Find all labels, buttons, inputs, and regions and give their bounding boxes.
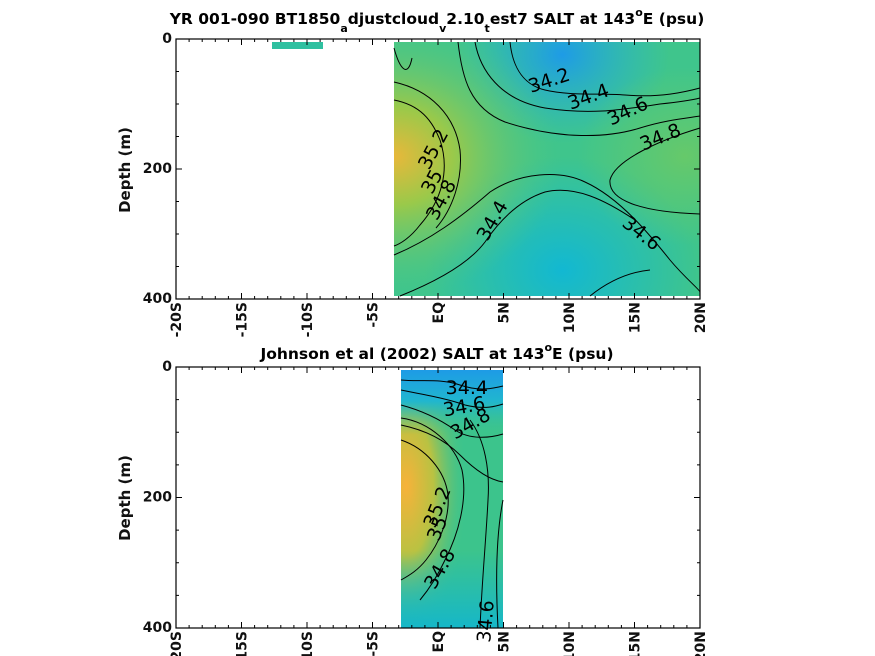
contour-line [393, 47, 413, 70]
x-tick-label: -15S [235, 631, 251, 656]
x-tick-label: 5N [497, 302, 513, 323]
contour-line [400, 424, 504, 483]
x-tick-label: EQ [431, 302, 447, 324]
contours-model [393, 41, 701, 297]
x-tick-label: 15N [628, 302, 644, 333]
x-tick-label: -20S [169, 631, 185, 656]
y-tick-label: 0 [162, 31, 172, 47]
contour-label: 34.4 [446, 377, 488, 399]
contour-line [509, 41, 701, 97]
contour-line [400, 379, 504, 390]
ylabel-observations: Depth (m) [116, 455, 134, 541]
x-tick-label: 5N [497, 631, 513, 652]
y-ticks-model: 0 200 400 [143, 31, 700, 307]
title-observations: Johnson et al (2002) SALT at 143oE (psu) [259, 341, 613, 363]
x-tick-label: -5S [366, 302, 382, 328]
field-deep-fresh [401, 370, 503, 628]
contour-line [393, 99, 445, 247]
title-model: YR 001-090 BT1850adjustcloudv2.10test7 S… [169, 6, 705, 35]
x-tick-label: -5S [366, 631, 382, 656]
x-tick-label: 10N [562, 302, 578, 333]
panel-observations: Johnson et al (2002) SALT at 143oE (psu)… [116, 341, 709, 656]
x-tick-label: -10S [300, 302, 316, 337]
panel-model: YR 001-090 BT1850adjustcloudv2.10test7 S… [116, 6, 709, 337]
contour-line [399, 189, 636, 297]
contour-line [469, 419, 489, 629]
x-tick-label: 20N [693, 302, 709, 333]
y-ticks-observations: 0 200 400 [143, 359, 700, 636]
x-ticks-observations: -20S -15S -10S -5S EQ 5N 10N 15N 20N [169, 367, 709, 656]
surface-patch [272, 42, 323, 49]
y-tick-label: 200 [143, 490, 172, 506]
contour-line [393, 174, 701, 293]
contour-label: 34.6 [473, 599, 499, 643]
x-tick-label: -10S [300, 631, 316, 656]
contour-line [609, 127, 701, 215]
y-tick-label: 400 [143, 291, 172, 307]
salinity-field-observations [401, 370, 503, 628]
contour-line [400, 439, 449, 581]
contour-line [400, 389, 504, 408]
contour-line [457, 41, 701, 136]
contour-line [393, 81, 461, 229]
contours-observations [400, 379, 504, 629]
contour-line [589, 269, 651, 297]
salinity-field-model [272, 42, 700, 296]
y-tick-label: 400 [143, 620, 172, 636]
contour-line [400, 404, 504, 438]
x-tick-label: -15S [235, 302, 251, 337]
ylabel-model: Depth (m) [116, 127, 134, 213]
field-west-salty [394, 42, 700, 296]
y-tick-label: 0 [162, 359, 172, 375]
x-tick-label: 15N [628, 631, 644, 656]
contour-line [474, 41, 701, 112]
x-tick-label: EQ [431, 631, 447, 653]
contour-line [496, 499, 504, 629]
y-tick-label: 200 [143, 161, 172, 177]
x-tick-label: -20S [169, 302, 185, 337]
contour-line [400, 417, 465, 601]
x-tick-label: 20N [693, 631, 709, 656]
x-tick-label: 10N [562, 631, 578, 656]
x-ticks-model: -20S -15S -10S -5S EQ 5N 10N 15N 20N [169, 39, 709, 337]
